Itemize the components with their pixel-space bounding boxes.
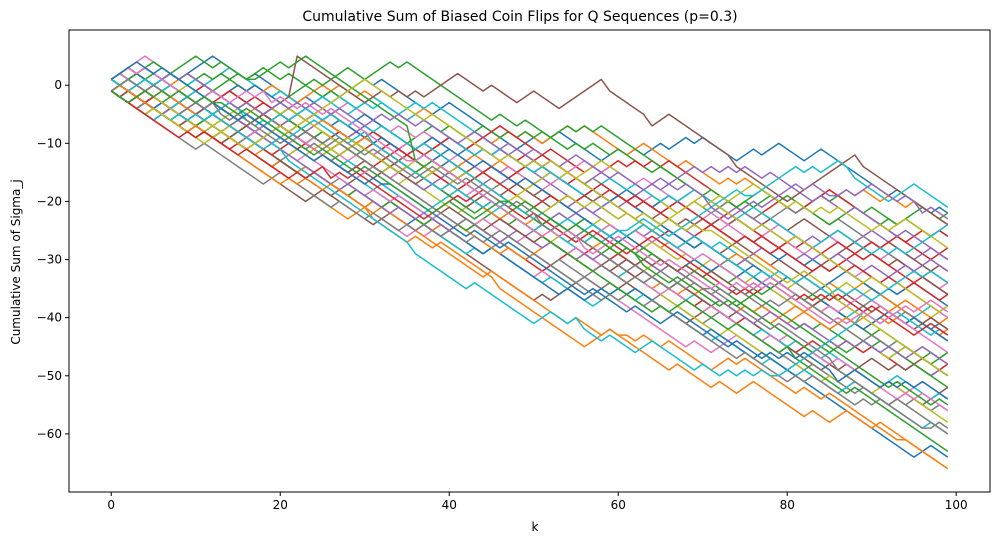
x-tick-label: 20 [273, 498, 288, 512]
x-tick-label: 0 [107, 498, 115, 512]
series-line [110, 67, 949, 220]
y-tick-label: −10 [37, 136, 62, 150]
axes-layer: 0 20 40 60 80 100 0 −10 −20 −30 −40 −50 −60 [37, 29, 991, 512]
x-tick-label: 60 [611, 498, 626, 512]
chart-title: Cumulative Sum of Biased Coin Flips for … [302, 9, 737, 25]
series-line [110, 67, 949, 325]
plot-frame [68, 29, 991, 493]
series-line [110, 78, 949, 470]
series-line [110, 61, 949, 400]
y-tick-label: 0 [54, 78, 62, 92]
y-axis-label: Cumulative Sum of Sigma_j [9, 179, 23, 344]
series-line [110, 90, 949, 336]
y-tick-label: −60 [37, 427, 62, 441]
series-line [110, 78, 949, 377]
x-tick-label: 100 [945, 498, 968, 512]
y-tick-label: −20 [37, 194, 62, 208]
x-axis-label: k [532, 520, 539, 534]
y-tick-label: −50 [37, 369, 62, 383]
x-tick-label: 40 [442, 498, 457, 512]
y-tick-label: −40 [37, 311, 62, 325]
series-line [110, 78, 949, 429]
x-tick-label: 80 [780, 498, 795, 512]
series-line [110, 90, 949, 406]
series-layer [110, 55, 949, 470]
y-tick-label: −30 [37, 253, 62, 267]
